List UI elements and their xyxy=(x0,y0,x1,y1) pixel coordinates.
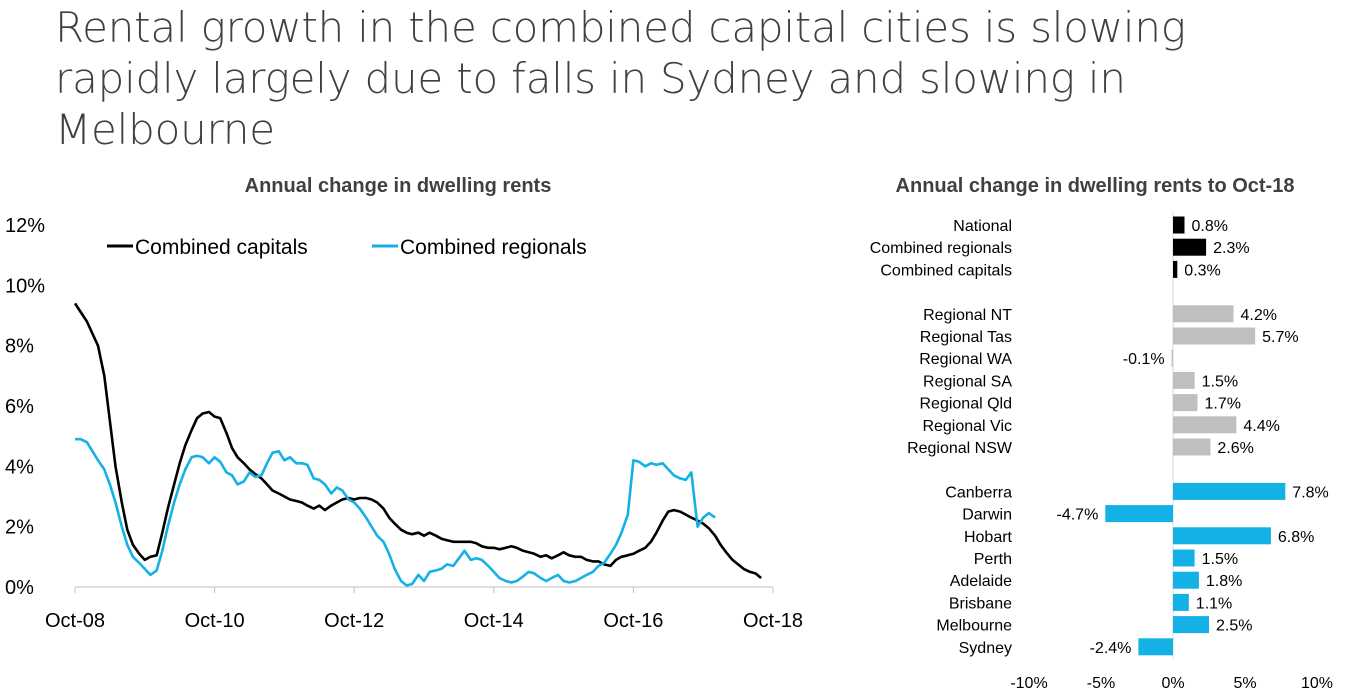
bar xyxy=(1173,394,1198,412)
bar-x-tick-label: 5% xyxy=(1233,675,1256,692)
x-tick-label: Oct-12 xyxy=(324,610,384,632)
y-tick-label: 0% xyxy=(5,577,34,599)
bar-category-label: Regional NSW xyxy=(907,440,1013,457)
bar-category-label: National xyxy=(953,218,1012,235)
y-tick-label: 2% xyxy=(5,517,34,539)
bar-category-label: Regional Qld xyxy=(920,396,1013,413)
bar-value-label: 0.3% xyxy=(1184,262,1220,279)
bar xyxy=(1173,527,1271,545)
bar-category-label: Regional Vic xyxy=(922,418,1012,435)
bar-category-label: Hobart xyxy=(964,529,1013,546)
bar xyxy=(1173,616,1209,634)
bar-x-tick-label: 10% xyxy=(1301,675,1333,692)
bar-value-label: 1.7% xyxy=(1205,396,1241,413)
bar xyxy=(1173,371,1195,389)
bar xyxy=(1173,482,1286,500)
bar xyxy=(1173,238,1207,256)
bar xyxy=(1173,438,1211,456)
bar-value-label: 2.6% xyxy=(1217,440,1253,457)
bar xyxy=(1138,638,1173,656)
bar-x-tick-label: -5% xyxy=(1087,675,1115,692)
bar-value-label: 4.2% xyxy=(1241,307,1277,324)
bar-value-label: 1.5% xyxy=(1202,373,1238,390)
series-line-capitals xyxy=(73,302,762,580)
bar-value-label: 4.4% xyxy=(1243,418,1279,435)
bar-category-label: Melbourne xyxy=(936,618,1012,635)
bar-category-label: Regional SA xyxy=(923,373,1012,390)
bar xyxy=(1173,571,1199,589)
bar-category-label: Canberra xyxy=(945,484,1012,501)
bar-value-label: 1.5% xyxy=(1202,551,1238,568)
bar xyxy=(1173,216,1185,234)
bar xyxy=(1105,505,1173,523)
y-tick-label: 6% xyxy=(5,396,34,418)
y-tick-label: 8% xyxy=(5,336,34,358)
bar xyxy=(1173,593,1189,611)
y-tick-label: 10% xyxy=(5,275,45,297)
bar xyxy=(1173,416,1237,434)
bar-value-label: -0.1% xyxy=(1123,351,1165,368)
x-tick-label: Oct-10 xyxy=(185,610,245,632)
bar-value-label: 2.3% xyxy=(1213,240,1249,257)
bar-value-label: 2.5% xyxy=(1216,618,1252,635)
bar-category-label: Combined capitals xyxy=(880,262,1012,279)
bar-category-label: Perth xyxy=(974,551,1012,568)
series-line-regionals xyxy=(75,437,716,587)
bar xyxy=(1173,260,1178,278)
bar-category-label: Regional Tas xyxy=(920,329,1012,346)
bar-value-label: -2.4% xyxy=(1090,640,1132,657)
x-tick-label: Oct-16 xyxy=(603,610,663,632)
bar-x-tick-label: 0% xyxy=(1161,675,1184,692)
bar-chart-title: Annual change in dwelling rents to Oct-1… xyxy=(896,175,1295,197)
bar xyxy=(1173,549,1195,567)
bar-value-label: -4.7% xyxy=(1057,507,1099,524)
bar-value-label: 7.8% xyxy=(1292,484,1328,501)
bar-category-label: Combined regionals xyxy=(870,240,1012,257)
bar-value-label: 0.8% xyxy=(1192,218,1228,235)
bar xyxy=(1173,305,1234,323)
legend-label: Combined regionals xyxy=(400,236,587,259)
line-chart-title: Annual change in dwelling rents xyxy=(245,175,552,197)
bar xyxy=(1171,349,1173,367)
legend-label: Combined capitals xyxy=(135,236,308,259)
bar-value-label: 1.1% xyxy=(1196,595,1232,612)
y-tick-label: 4% xyxy=(5,456,34,478)
bar-category-label: Regional NT xyxy=(923,307,1012,324)
x-tick-label: Oct-08 xyxy=(45,610,105,632)
x-tick-label: Oct-18 xyxy=(743,610,803,632)
bar-category-label: Regional WA xyxy=(919,351,1012,368)
bar-category-label: Adelaide xyxy=(950,573,1012,590)
x-tick-label: Oct-14 xyxy=(464,610,524,632)
bar xyxy=(1173,327,1256,345)
bar-value-label: 6.8% xyxy=(1278,529,1314,546)
bar-value-label: 1.8% xyxy=(1206,573,1242,590)
slide-title: Rental growth in the combined capital ci… xyxy=(55,3,1186,154)
bar-value-label: 5.7% xyxy=(1262,329,1298,346)
y-tick-label: 12% xyxy=(5,215,45,237)
bar-category-label: Darwin xyxy=(962,507,1012,524)
bar-category-label: Brisbane xyxy=(949,595,1012,612)
bar-category-label: Sydney xyxy=(959,640,1012,657)
bar-x-tick-label: -10% xyxy=(1010,675,1047,692)
line-chart: Annual change in dwelling rents 0% 2% 4% 6% 8… xyxy=(5,175,803,632)
